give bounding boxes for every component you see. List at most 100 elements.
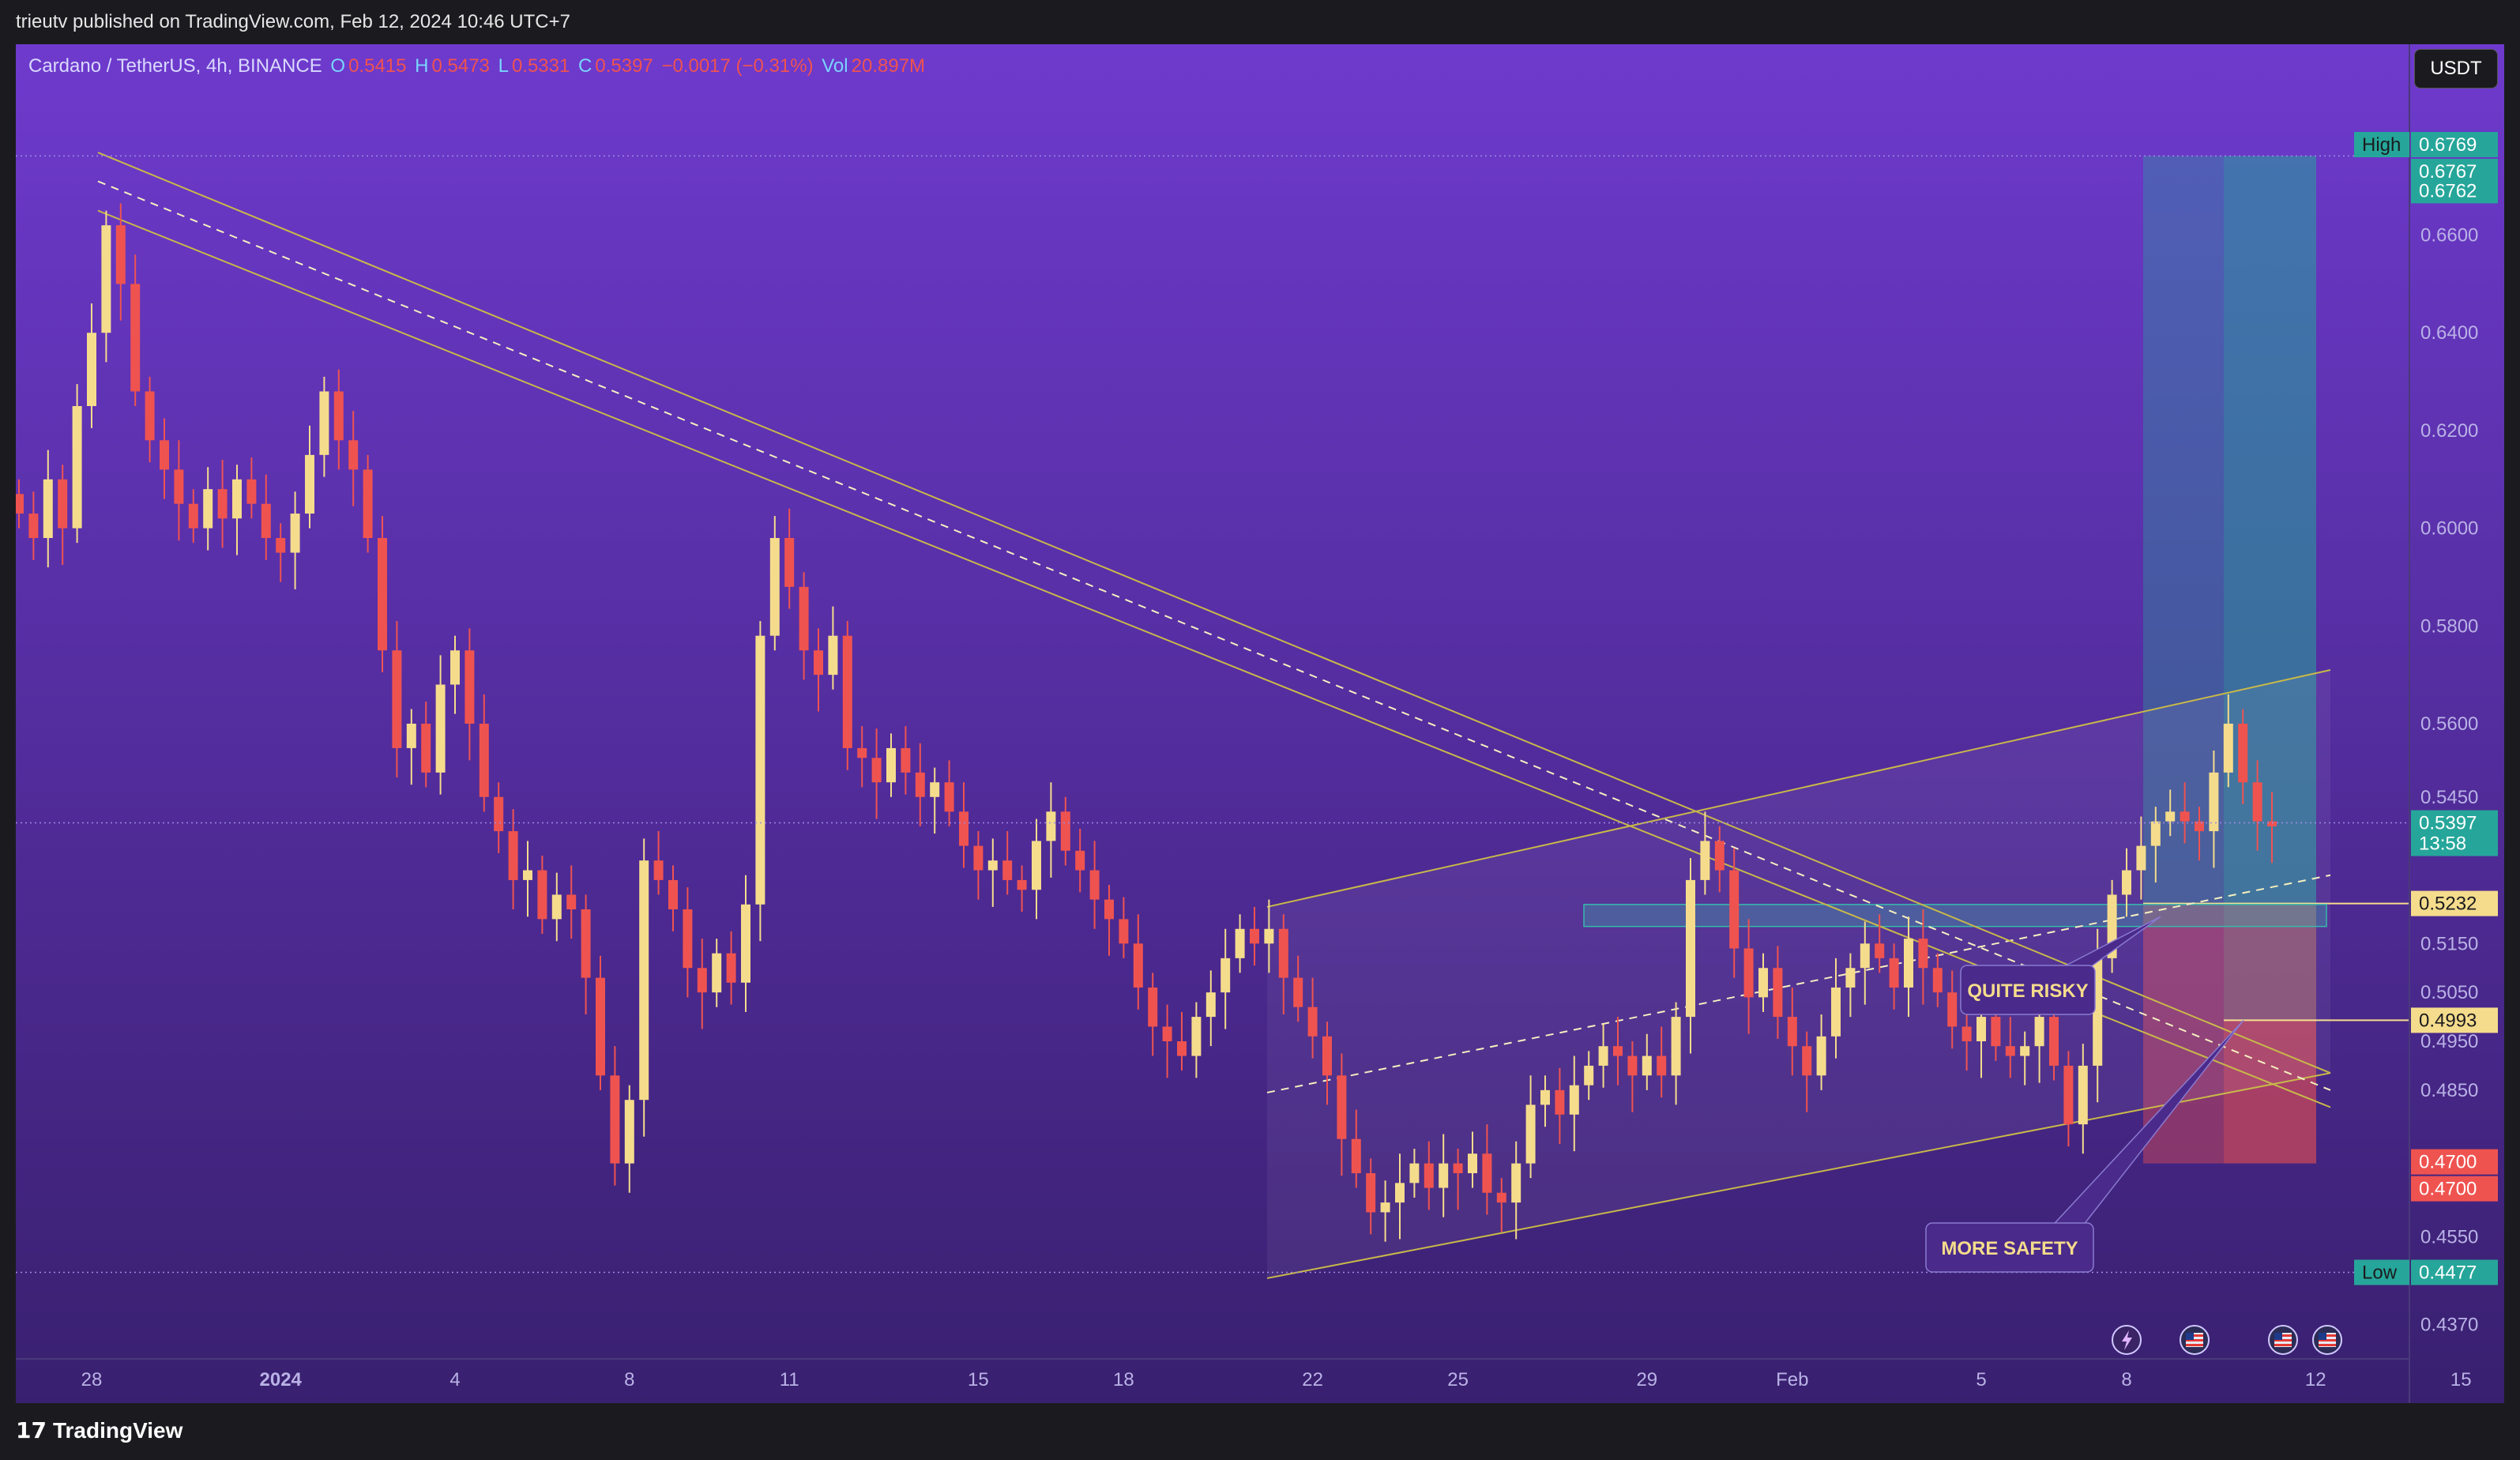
candle (1947, 970, 1958, 1049)
candle-body (581, 909, 591, 978)
time-tick-label: 2024 (260, 1369, 303, 1390)
candle (348, 411, 359, 506)
candle-body (232, 479, 242, 519)
currency-button[interactable]: USDT (2414, 49, 2498, 88)
time-tick-label: 15 (968, 1369, 989, 1390)
flag-stripe (2319, 1344, 2336, 1346)
tradingview-logo[interactable]: 17 TradingView (16, 1417, 182, 1443)
price-label-value: 0.4993 (2419, 1010, 2477, 1031)
price-tag-box (2354, 1259, 2409, 1285)
volume-label: Vol (822, 55, 848, 77)
candle-body (435, 684, 446, 773)
candle (406, 709, 416, 785)
price-tick-label: 0.5450 (2420, 787, 2478, 808)
chart-area[interactable]: 0.6600 0.6400 0.6200 0.6000 0.5800 0.5600 0.54… (16, 44, 2504, 1403)
candle-body (2267, 821, 2277, 826)
price-tick-label: 0.6600 (2420, 225, 2478, 246)
candle (246, 457, 257, 519)
candle (944, 760, 954, 826)
candle-body (1947, 992, 1958, 1027)
candle (566, 865, 577, 939)
candle (1409, 1149, 1420, 1198)
candle-body (2005, 1046, 2015, 1056)
price-tick-label: 0.5800 (2420, 615, 2478, 637)
candle-body (1845, 968, 1856, 988)
candle (2180, 782, 2190, 844)
candle-body (1831, 987, 1841, 1037)
candle-body (697, 968, 707, 993)
candle (1787, 987, 1797, 1076)
candle-body (450, 650, 460, 685)
target-zone-safe (2224, 156, 2316, 1021)
price-label-box (2411, 810, 2498, 856)
candle (145, 376, 155, 463)
candle (1889, 943, 1899, 1010)
candle-body (741, 904, 750, 983)
candle-body (987, 860, 998, 871)
time-tick-label: 18 (1113, 1369, 1134, 1390)
candle (421, 702, 431, 788)
candle (857, 726, 867, 788)
candle-body (1250, 928, 1259, 944)
candle-body (1162, 1026, 1172, 1041)
candle-body (203, 489, 213, 529)
candle-body (1439, 1163, 1449, 1188)
price-tick-label: 0.6000 (2420, 518, 2478, 540)
candle-body (2063, 1065, 2074, 1125)
candle (915, 743, 925, 826)
candle-body (1613, 1046, 1623, 1056)
candle-body (886, 747, 896, 783)
candle (1046, 782, 1056, 878)
candle-body (1598, 1046, 1608, 1066)
candle-body (1017, 879, 1027, 890)
candle-body (1148, 987, 1158, 1027)
flag-canton (2186, 1333, 2194, 1340)
countdown-label: 13:58 (2419, 833, 2466, 855)
candle-body (2223, 724, 2233, 773)
candle-body (784, 537, 795, 587)
candle (1686, 858, 1695, 1054)
candle (1235, 914, 1245, 973)
symbol-name[interactable]: Cardano / TetherUS, 4h, BINANCE (28, 55, 322, 77)
candle (1468, 1131, 1477, 1188)
candle-body (799, 586, 809, 651)
candle-body (1875, 943, 1885, 958)
open-value: 0.5415 (348, 55, 407, 77)
candle (2020, 1031, 2030, 1086)
candle-body (1453, 1163, 1463, 1173)
price-label-value: 0.4477 (2419, 1262, 2477, 1284)
callout-more-safety: MORE SAFETY (1925, 1019, 2244, 1273)
candle (1221, 928, 1231, 1029)
candle (784, 508, 795, 609)
candle-body (1932, 968, 1943, 993)
candle-body (1714, 841, 1725, 871)
candle-body (1773, 968, 1783, 1018)
candle (726, 931, 736, 1005)
candle (697, 939, 707, 1029)
candle (537, 855, 547, 934)
candle (1802, 1031, 1812, 1112)
candle (886, 733, 896, 797)
callout-quite-risky: QUITE RISKY (1960, 916, 2161, 1015)
candle (203, 467, 213, 551)
price-label-value: 0.4700 (2419, 1179, 2477, 1200)
candle (1060, 796, 1070, 866)
candle-body (959, 811, 969, 846)
candle (814, 628, 823, 712)
candle-body (1191, 1017, 1202, 1056)
candle (1875, 914, 1885, 973)
callout-box (1960, 965, 2096, 1015)
candle (1729, 848, 1740, 978)
candle (683, 887, 693, 998)
candle-body (290, 514, 300, 553)
candle (2209, 751, 2219, 868)
candle (1380, 1180, 1390, 1242)
callout-text: MORE SAFETY (1941, 1238, 2078, 1259)
candle (1089, 841, 1100, 929)
price-chart[interactable]: 0.6600 0.6400 0.6200 0.6000 0.5800 0.5600 0.54… (16, 44, 2504, 1403)
candle (973, 831, 984, 900)
candle-body (1424, 1163, 1434, 1188)
candle-body (857, 747, 867, 758)
candle (1816, 1014, 1826, 1090)
falling-channel-mid (97, 180, 2331, 1091)
